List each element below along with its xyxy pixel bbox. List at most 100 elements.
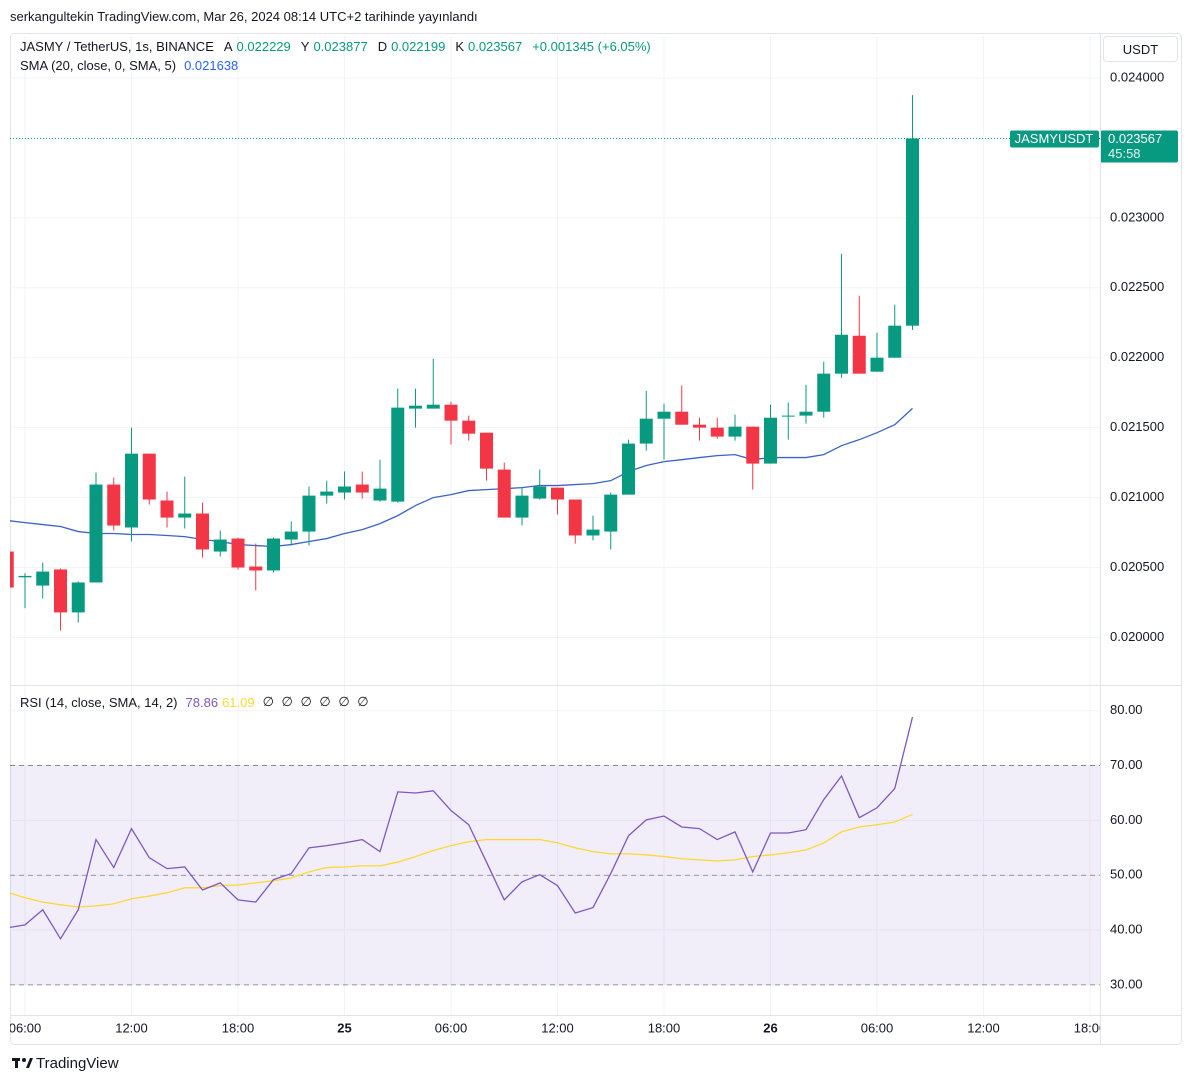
candle-body — [657, 411, 671, 419]
symbol-title: JASMY / TetherUS, 1s, BINANCE — [20, 39, 214, 54]
candle-body — [249, 566, 263, 571]
candle-body — [497, 469, 511, 518]
frame — [10, 33, 1182, 1045]
candle-body — [515, 495, 529, 518]
candle-body — [551, 487, 564, 500]
y-tick-label: 0.020500 — [1110, 559, 1164, 574]
candle-body — [444, 404, 458, 421]
candle-body — [338, 486, 351, 493]
candle-body — [36, 571, 50, 586]
ohlc-label: K — [455, 39, 464, 54]
candle-body — [18, 575, 32, 578]
y-tick-label: 0.020000 — [1110, 629, 1164, 644]
candle-body — [675, 411, 689, 425]
publish-info: serkangultekin TradingView.com, Mar 26, … — [10, 9, 478, 24]
rsi-pane — [10, 685, 1100, 1015]
candle-body — [817, 373, 831, 412]
x-tick-label: 06:00 — [435, 1020, 468, 1035]
candle-body — [533, 486, 547, 499]
status-icons: ∅ ∅ ∅ ∅ ∅ ∅ — [262, 694, 371, 709]
candle-body — [409, 405, 422, 409]
x-tick-label: 06:00 — [861, 1020, 894, 1035]
candle-body — [746, 426, 760, 464]
series-line — [10, 716, 914, 941]
series-line — [10, 407, 913, 548]
candle-body — [320, 491, 334, 496]
candle-body — [693, 424, 706, 428]
y-tick-label: 0.023000 — [1110, 209, 1164, 224]
candle-body — [196, 513, 209, 550]
candle-body — [89, 484, 103, 583]
candle-body — [10, 551, 14, 588]
candle-body — [231, 538, 245, 568]
candle-body — [710, 427, 724, 437]
candle-body — [125, 453, 138, 528]
candle-body — [71, 582, 85, 613]
rsi-title: RSI (14, close, SMA, 14, 2) — [20, 694, 178, 710]
ohlc-label: D — [377, 39, 388, 54]
candle-body — [888, 325, 902, 358]
candle-body — [267, 538, 280, 571]
candle-body — [480, 432, 493, 469]
sma-title: SMA (20, close, 0, SMA, 5) — [20, 58, 177, 73]
candle-body — [355, 484, 369, 493]
y-tick-label: 0.021500 — [1110, 419, 1164, 434]
symbol-tag: JASMYUSDT — [1015, 131, 1094, 146]
y-tick-label: 0.022000 — [1110, 349, 1164, 364]
y-tick-label: 0.022500 — [1110, 279, 1164, 294]
time-axis: 06:00 12:00 18:00 25 06:00 12:00 18:00 26 06:00 1… — [9, 1020, 1107, 1035]
rsi-legend: RSI (14, close, SMA, 14, 2) 78.86 61.09 … — [20, 694, 371, 710]
close-value: 0.023567 — [467, 39, 523, 54]
candle-body — [764, 417, 777, 464]
symbol-tag-bg — [1010, 130, 1099, 148]
x-tick-label: 12:00 — [115, 1020, 148, 1035]
ohlc-label: A — [223, 39, 233, 54]
price-pane — [10, 36, 1100, 685]
x-tick-label: 25 — [337, 1020, 351, 1035]
candle-body — [568, 499, 582, 536]
price-tag: 0.023567 — [1108, 131, 1162, 146]
candle-body — [160, 500, 174, 518]
change-value: +0.001345 (+6.05%) — [532, 39, 651, 54]
candle-body — [870, 357, 884, 372]
footer-brand: TradingView — [36, 1055, 119, 1072]
candle-body — [622, 443, 635, 495]
rsi-value: 78.86 — [185, 694, 219, 710]
y-tick-label: 50.00 — [1110, 867, 1143, 882]
candle-body — [284, 531, 298, 540]
candle-body — [906, 138, 919, 326]
candle-body — [178, 513, 192, 518]
axes: 0.020000 0.020500 0.021000 0.021500 0.022000… — [1010, 69, 1178, 991]
rsi-ma-value: 61.09 — [222, 694, 255, 710]
y-tick-label: 0.024000 — [1110, 69, 1164, 84]
currency-button[interactable]: USDT — [1103, 36, 1178, 62]
candle-body — [302, 495, 316, 532]
countdown: 45:58 — [1108, 146, 1141, 161]
candle-body — [462, 420, 476, 434]
candle-body — [54, 569, 67, 613]
sma-value: 0.021638 — [184, 58, 239, 73]
series-line — [10, 813, 913, 908]
x-tick-label: 18:00 — [1074, 1020, 1107, 1035]
candle-body — [142, 453, 156, 500]
y-tick-label: 80.00 — [1110, 702, 1143, 717]
candle-body — [391, 407, 405, 502]
candle-body — [213, 539, 227, 552]
symbol-legend: JASMY / TetherUS, 1s, BINANCE A 0.022229… — [20, 39, 657, 54]
candle-body — [781, 415, 795, 417]
open-value: 0.022229 — [236, 39, 291, 54]
high-value: 0.023877 — [313, 39, 368, 54]
x-tick-label: 18:00 — [648, 1020, 681, 1035]
x-tick-label: 26 — [763, 1020, 777, 1035]
ohlc-label: Y — [300, 39, 310, 54]
y-tick-label: 30.00 — [1110, 976, 1143, 991]
y-tick-label: 60.00 — [1110, 812, 1143, 827]
x-tick-label: 12:00 — [541, 1020, 574, 1035]
candle-body — [728, 426, 742, 437]
low-value: 0.022199 — [391, 39, 446, 54]
candle-body — [586, 529, 600, 536]
sma-legend: SMA (20, close, 0, SMA, 5) 0.021638 — [20, 58, 238, 73]
x-tick-label: 06:00 — [9, 1020, 42, 1035]
